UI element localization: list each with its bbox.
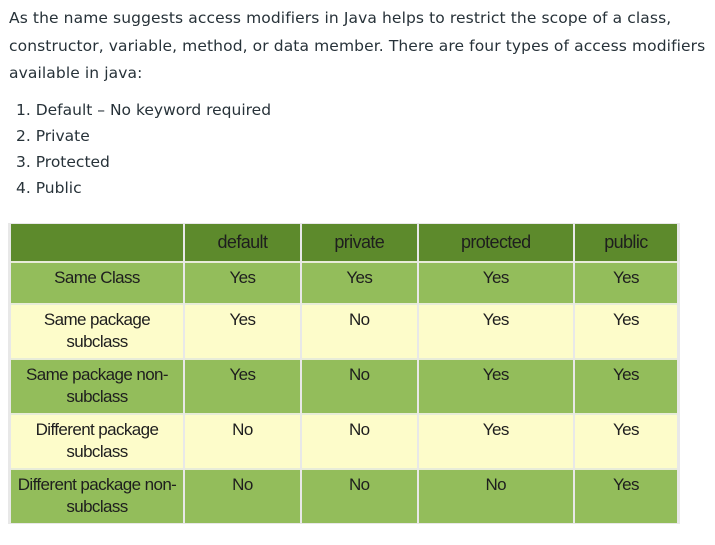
table-cell: Yes	[418, 261, 573, 303]
table-cell: Yes	[301, 261, 417, 303]
table-header-row: default private protected public	[11, 224, 677, 262]
list-item: 1. Default – No keyword required	[16, 101, 272, 119]
row-label: Different package non-subclass	[11, 467, 183, 523]
header-cell-empty	[11, 224, 183, 262]
table-cell: Yes	[574, 467, 677, 523]
list-item: 3. Protected	[16, 153, 110, 171]
row-label: Same package subclass	[11, 302, 183, 358]
intro-paragraph: As the name suggests access modifiers in…	[9, 9, 706, 82]
table-cell: No	[301, 412, 417, 468]
row-label: Different package subclass	[11, 412, 183, 468]
table-cell: No	[418, 467, 573, 523]
table-row: Different package non-subclass No No No …	[11, 467, 677, 523]
table-cell: Yes	[574, 302, 677, 358]
table-cell: No	[301, 302, 417, 358]
table-row: Same Class Yes Yes Yes Yes	[11, 261, 677, 303]
access-modifier-table: default private protected public Same Cl…	[9, 224, 679, 523]
table-cell: Yes	[574, 357, 677, 413]
table-row: Same package subclass Yes No Yes Yes	[11, 302, 677, 358]
list-item: 4. Public	[16, 179, 82, 197]
table-cell: Yes	[574, 412, 677, 468]
table-cell: Yes	[418, 412, 573, 468]
row-label: Same Class	[11, 261, 183, 303]
table-cell: No	[185, 412, 300, 468]
modifier-list: 1. Default – No keyword required 2. Priv…	[16, 97, 271, 201]
header-cell-protected: protected	[418, 224, 573, 262]
table-cell: Yes	[185, 357, 300, 413]
header-cell-default: default	[185, 224, 300, 262]
list-item: 2. Private	[16, 127, 90, 145]
header-cell-private: private	[301, 224, 417, 262]
table-cell: Yes	[418, 357, 573, 413]
table-row: Same package non-subclass Yes No Yes Yes	[11, 357, 677, 413]
header-cell-public: public	[574, 224, 677, 262]
row-label: Same package non-subclass	[11, 357, 183, 413]
table-cell: No	[301, 467, 417, 523]
table-cell: Yes	[185, 261, 300, 303]
table-cell: No	[301, 357, 417, 413]
access-table-frame: default private protected public Same Cl…	[8, 223, 680, 524]
table-cell: Yes	[185, 302, 300, 358]
table-cell: Yes	[418, 302, 573, 358]
table-cell: Yes	[574, 261, 677, 303]
table-cell: No	[185, 467, 300, 523]
table-row: Different package subclass No No Yes Yes	[11, 412, 677, 468]
